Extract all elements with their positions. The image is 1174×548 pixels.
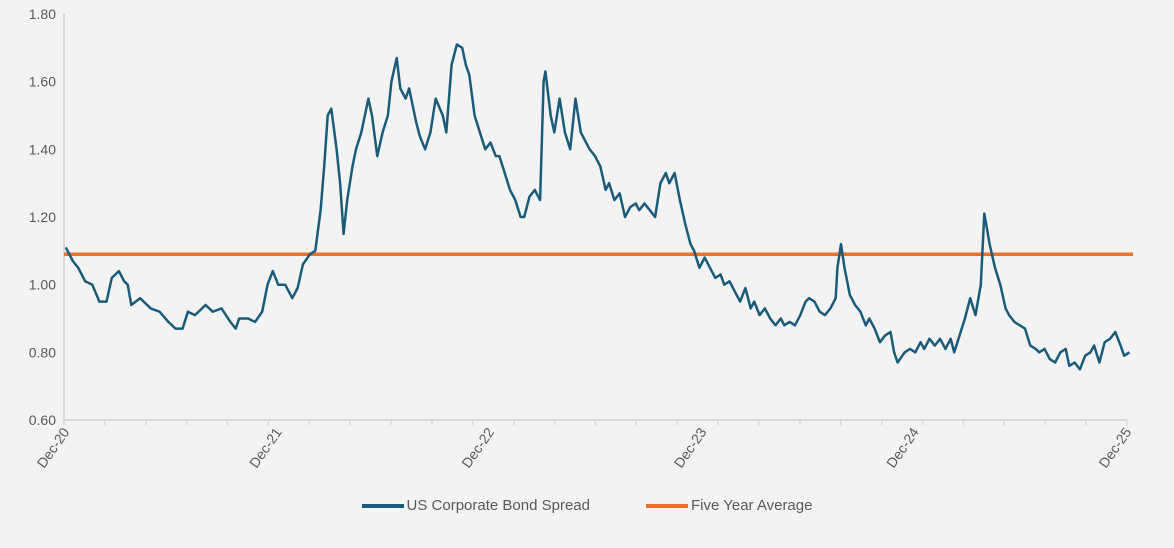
plot-area	[64, 43, 1133, 371]
legend-swatch-average	[645, 503, 688, 508]
us-corporate-bond-spread-line	[64, 43, 1131, 371]
legend-item-average: Five Year Average	[645, 497, 813, 514]
y-tick-label: 1.20	[29, 209, 56, 225]
y-axis: 0.60 0.80 1.00 1.20 1.40 1.60 1.80	[29, 6, 65, 428]
x-axis: Dec-20 Dec-21 Dec-22 Dec-23 Dec-24 Dec-25	[33, 419, 1134, 471]
legend-label-average: Five Year Average	[690, 497, 813, 514]
x-tick-label: Dec-24	[883, 424, 922, 470]
x-tick-label: Dec-20	[33, 424, 72, 470]
legend-swatch-spread	[361, 503, 404, 508]
y-tick-label: 1.40	[29, 141, 56, 157]
x-tick-label: Dec-22	[458, 424, 497, 470]
y-tick-label: 1.80	[29, 6, 56, 22]
legend-label-spread: US Corporate Bond Spread	[406, 497, 590, 514]
legend-item-spread: US Corporate Bond Spread	[361, 497, 590, 514]
y-tick-label: 0.80	[29, 344, 56, 360]
y-tick-label: 1.00	[29, 277, 56, 293]
chart: 0.600.801.001.201.401.601.80 Dec-20 Dec-2…	[29, 6, 1135, 471]
x-tick-label: Dec-21	[246, 424, 285, 470]
y-tick-label: 0.60	[29, 412, 56, 428]
y-tick-label: 1.60	[29, 74, 56, 90]
legend: US Corporate Bond Spread Five Year Avera…	[0, 497, 1174, 514]
x-tick-label: Dec-23	[671, 424, 710, 470]
x-tick-label: Dec-25	[1095, 424, 1134, 470]
